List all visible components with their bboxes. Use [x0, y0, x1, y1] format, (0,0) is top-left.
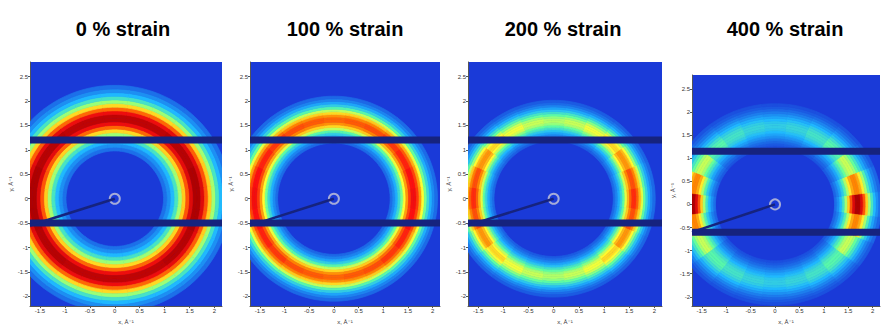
svg-text:1: 1	[25, 147, 29, 153]
svg-text:-1.5: -1.5	[697, 308, 708, 314]
svg-text:2: 2	[431, 308, 435, 314]
svg-text:y, Å⁻¹: y, Å⁻¹	[446, 177, 452, 192]
svg-text:-1: -1	[501, 308, 507, 314]
svg-text:0.5: 0.5	[458, 171, 467, 177]
svg-text:0: 0	[113, 308, 117, 314]
svg-text:-1: -1	[461, 245, 467, 251]
svg-text:1.5: 1.5	[682, 132, 691, 138]
svg-text:2: 2	[25, 98, 29, 104]
svg-text:x, Å⁻¹: x, Å⁻¹	[557, 319, 573, 325]
svg-text:0 % strain: 0 % strain	[76, 18, 170, 40]
svg-text:0.5: 0.5	[20, 171, 29, 177]
svg-text:0.5: 0.5	[136, 308, 145, 314]
svg-text:2: 2	[653, 308, 657, 314]
svg-text:-0.5: -0.5	[745, 308, 756, 314]
svg-text:-1.5: -1.5	[680, 271, 691, 277]
svg-text:2.5: 2.5	[458, 74, 467, 80]
svg-text:1: 1	[602, 308, 606, 314]
svg-text:x, Å⁻¹: x, Å⁻¹	[118, 319, 134, 325]
svg-text:-1: -1	[243, 245, 249, 251]
svg-text:0.5: 0.5	[682, 178, 691, 184]
svg-text:y, Å⁻¹: y, Å⁻¹	[670, 183, 676, 198]
svg-text:1: 1	[163, 308, 167, 314]
svg-text:1: 1	[687, 155, 691, 161]
svg-text:1.5: 1.5	[20, 122, 29, 128]
svg-text:2: 2	[213, 308, 217, 314]
svg-text:0: 0	[463, 196, 467, 202]
svg-text:0.5: 0.5	[795, 308, 804, 314]
svg-text:-1.5: -1.5	[473, 308, 484, 314]
svg-text:x, Å⁻¹: x, Å⁻¹	[337, 319, 353, 325]
svg-text:-1.5: -1.5	[456, 269, 467, 275]
svg-text:-1: -1	[724, 308, 730, 314]
svg-text:2.5: 2.5	[682, 86, 691, 92]
svg-text:-1: -1	[685, 248, 691, 254]
svg-text:-0.5: -0.5	[85, 308, 96, 314]
svg-text:1.5: 1.5	[625, 308, 634, 314]
svg-text:1.5: 1.5	[404, 308, 413, 314]
svg-text:2.5: 2.5	[240, 74, 249, 80]
svg-text:1.5: 1.5	[240, 122, 249, 128]
svg-text:2: 2	[463, 98, 467, 104]
svg-text:x, Å⁻¹: x, Å⁻¹	[778, 319, 794, 325]
svg-text:0.5: 0.5	[575, 308, 584, 314]
svg-text:-0.5: -0.5	[238, 220, 249, 226]
svg-text:-1.5: -1.5	[255, 308, 266, 314]
svg-text:0.5: 0.5	[240, 171, 249, 177]
svg-text:400 % strain: 400 % strain	[727, 18, 844, 40]
svg-text:-0.5: -0.5	[304, 308, 315, 314]
svg-text:0: 0	[245, 196, 249, 202]
svg-text:-0.5: -0.5	[680, 225, 691, 231]
svg-text:-1.5: -1.5	[238, 269, 249, 275]
svg-text:0: 0	[25, 196, 29, 202]
svg-text:0: 0	[687, 201, 691, 207]
svg-text:-2: -2	[461, 293, 467, 299]
svg-text:0: 0	[552, 308, 556, 314]
svg-text:-0.5: -0.5	[456, 220, 467, 226]
svg-text:-2: -2	[685, 294, 691, 300]
svg-text:1.5: 1.5	[844, 308, 853, 314]
svg-text:2.5: 2.5	[20, 74, 29, 80]
svg-text:0: 0	[332, 308, 336, 314]
svg-text:-1.5: -1.5	[18, 269, 29, 275]
svg-text:200 % strain: 200 % strain	[505, 18, 622, 40]
svg-text:1: 1	[245, 147, 249, 153]
svg-text:-0.5: -0.5	[18, 220, 29, 226]
svg-text:1: 1	[463, 147, 467, 153]
svg-text:1.5: 1.5	[458, 122, 467, 128]
svg-text:2: 2	[245, 98, 249, 104]
svg-text:1.5: 1.5	[185, 308, 194, 314]
svg-text:1: 1	[382, 308, 386, 314]
svg-text:y, Å⁻¹: y, Å⁻¹	[228, 177, 234, 192]
svg-text:0: 0	[773, 308, 777, 314]
svg-text:-1: -1	[62, 308, 68, 314]
svg-text:1: 1	[822, 308, 826, 314]
svg-text:-2: -2	[23, 293, 29, 299]
svg-text:0.5: 0.5	[354, 308, 363, 314]
svg-text:2: 2	[687, 109, 691, 115]
svg-text:-1: -1	[23, 245, 29, 251]
svg-text:y, Å⁻¹: y, Å⁻¹	[8, 177, 14, 192]
svg-text:-2: -2	[243, 293, 249, 299]
svg-text:2: 2	[871, 308, 875, 314]
svg-text:-1.5: -1.5	[35, 308, 46, 314]
svg-text:-0.5: -0.5	[523, 308, 534, 314]
svg-text:-1: -1	[282, 308, 288, 314]
svg-text:100 % strain: 100 % strain	[287, 18, 404, 40]
